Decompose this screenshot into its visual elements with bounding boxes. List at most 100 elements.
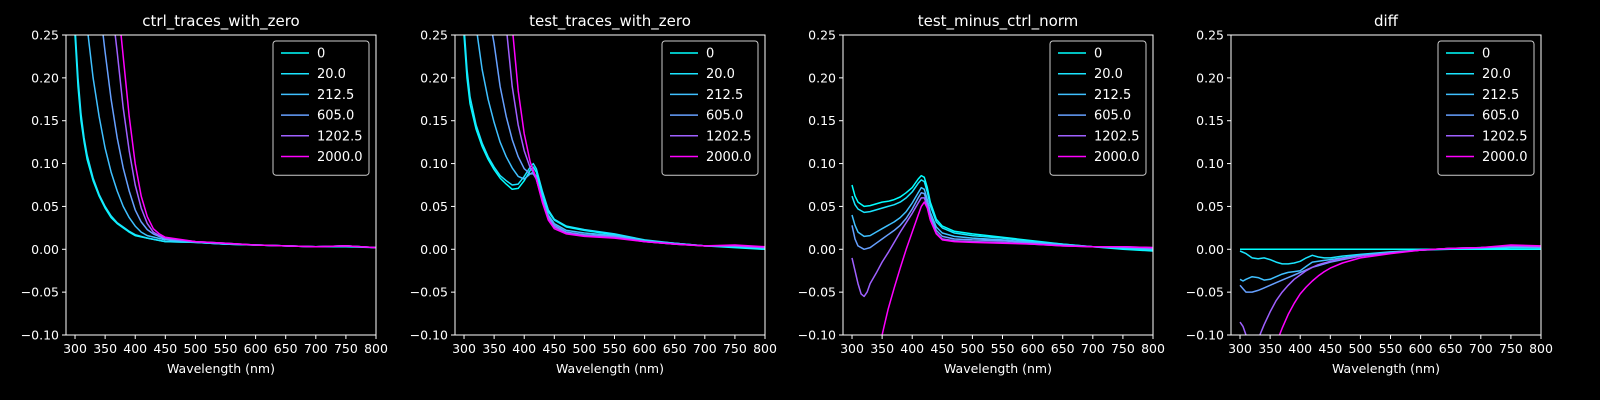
x-tick-label: 400 [512, 341, 536, 356]
x-axis-label: Wavelength (nm) [167, 361, 275, 376]
y-tick-label: −0.05 [1186, 285, 1224, 300]
x-tick-label: 750 [1111, 341, 1135, 356]
x-tick-label: 800 [753, 341, 777, 356]
legend-entry-label: 0 [317, 47, 325, 62]
legend-entry-label: 1202.5 [317, 129, 363, 144]
legend-entry-label: 20.0 [1482, 67, 1511, 82]
legend-entry-label: 20.0 [706, 67, 735, 82]
series-line-5 [512, 35, 765, 248]
legend-entry-label: 0 [1094, 47, 1102, 62]
y-tick-label: 0.10 [31, 156, 59, 171]
x-tick-label: 450 [153, 341, 177, 356]
chart-title: test_minus_ctrl_norm [918, 12, 1079, 31]
y-tick-label: 0.20 [420, 70, 448, 85]
legend-entry-label: 2000.0 [706, 150, 752, 165]
chart-panel-3: 300 350 400 450 500 550 600 650 700 750 800 −0.10 −0… [1186, 12, 1553, 376]
legend-entry-label: 0 [1482, 47, 1490, 62]
x-tick-label: 700 [1081, 341, 1105, 356]
series-line-2 [476, 35, 765, 249]
x-tick-label: 450 [1318, 341, 1342, 356]
x-tick-label: 400 [900, 341, 924, 356]
x-tick-label: 500 [960, 341, 984, 356]
x-tick-label: 700 [1469, 341, 1493, 356]
y-tick-label: 0.20 [1196, 70, 1224, 85]
legend-entry-label: 212.5 [1094, 88, 1131, 103]
legend-box [661, 40, 759, 176]
x-tick-label: 350 [482, 341, 506, 356]
y-tick-label: 0.15 [420, 113, 448, 128]
series-line-2 [851, 186, 1153, 251]
axes-frame [842, 34, 1154, 336]
series-lines [851, 174, 1153, 335]
y-tick-label: 0.25 [1196, 28, 1224, 43]
x-tick-label: 550 [991, 341, 1015, 356]
x-tick-label: 550 [214, 341, 238, 356]
x-tick-label: 800 [364, 341, 388, 356]
legend-entry-label: 2000.0 [317, 150, 363, 165]
y-tick-label: −0.05 [798, 285, 836, 300]
y-tick-label: 0.15 [31, 113, 59, 128]
x-tick-label: 600 [244, 341, 268, 356]
legend: 0 20.0 212.5 605.0 1202.5 2000.0 [1437, 40, 1535, 176]
chart-title: test_traces_with_zero [529, 12, 691, 31]
x-axis-label: Wavelength (nm) [556, 361, 664, 376]
x-tick-label: 350 [1258, 341, 1282, 356]
series-lines [1239, 244, 1541, 335]
x-tick-label: 800 [1529, 341, 1553, 356]
x-tick-label: 600 [1021, 341, 1045, 356]
x-tick-label: 650 [663, 341, 687, 356]
x-tick-label: 750 [1499, 341, 1523, 356]
legend-entry-label: 1202.5 [706, 129, 752, 144]
x-tick-label: 400 [123, 341, 147, 356]
y-tick-label: 0.00 [420, 242, 448, 257]
y-tick-label: 0.25 [31, 28, 59, 43]
x-tick-label: 550 [603, 341, 627, 356]
series-line-1 [851, 179, 1153, 251]
legend-entry-label: 605.0 [317, 109, 354, 124]
series-line-5 [1278, 244, 1541, 335]
x-tick-label: 400 [1288, 341, 1312, 356]
legend-box [272, 40, 370, 176]
legend-entry-label: 1202.5 [1482, 129, 1528, 144]
y-tick-label: −0.05 [21, 285, 59, 300]
x-tick-label: 300 [1228, 341, 1252, 356]
y-tick-label: 0.05 [1196, 199, 1224, 214]
x-axis-label: Wavelength (nm) [944, 361, 1052, 376]
y-tick-label: 0.10 [420, 156, 448, 171]
y-tick-label: 0.00 [808, 242, 836, 257]
y-tick-label: 0.05 [420, 199, 448, 214]
legend-entry-label: 20.0 [317, 67, 346, 82]
series-lines [463, 35, 765, 251]
x-tick-label: 500 [1348, 341, 1372, 356]
y-tick-label: −0.10 [21, 328, 59, 343]
y-tick-label: −0.10 [798, 328, 836, 343]
legend-entry-label: 212.5 [317, 88, 354, 103]
legend-entry-label: 0 [706, 47, 714, 62]
legend-entry-label: 1202.5 [1094, 129, 1140, 144]
y-tick-label: 0.05 [31, 199, 59, 214]
legend: 0 20.0 212.5 605.0 1202.5 2000.0 [1049, 40, 1147, 176]
x-tick-label: 600 [633, 341, 657, 356]
y-tick-label: 0.05 [808, 199, 836, 214]
y-tick-label: 0.15 [808, 113, 836, 128]
legend-box [1437, 40, 1535, 176]
x-tick-label: 350 [870, 341, 894, 356]
y-tick-label: −0.10 [1186, 328, 1224, 343]
series-line-0 [851, 174, 1153, 252]
legend-entry-label: 605.0 [1482, 109, 1519, 124]
legend-entry-label: 605.0 [706, 109, 743, 124]
y-tick-label: −0.10 [410, 328, 448, 343]
chart-title: diff [1374, 12, 1399, 30]
series-line-5 [881, 201, 1153, 335]
x-tick-label: 350 [93, 341, 117, 356]
axes-frame [1230, 34, 1542, 336]
y-tick-label: 0.00 [1196, 242, 1224, 257]
y-tick-label: −0.05 [410, 285, 448, 300]
legend-entry-label: 20.0 [1094, 67, 1123, 82]
x-tick-label: 300 [63, 341, 87, 356]
legend: 0 20.0 212.5 605.0 1202.5 2000.0 [661, 40, 759, 176]
y-tick-label: 0.10 [808, 156, 836, 171]
series-line-5 [120, 35, 376, 249]
